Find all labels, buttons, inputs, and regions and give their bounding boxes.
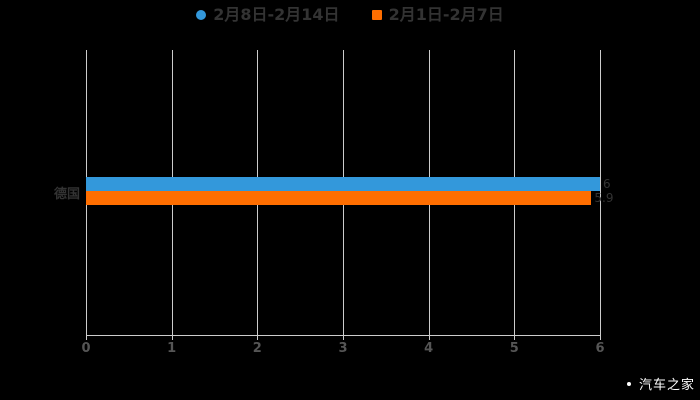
legend-square-icon	[371, 10, 382, 20]
x-tick-label-1: 1	[167, 341, 177, 356]
bar-value-label: 6	[603, 177, 611, 191]
x-tick-label-5: 5	[509, 341, 519, 356]
x-tick-label-2: 2	[252, 341, 262, 356]
bar-row-germany-feb1-7: 5.9	[86, 191, 614, 205]
legend-circle-icon	[196, 10, 207, 20]
x-axis-tick	[343, 335, 344, 340]
legend-item-week-feb1-7[interactable]: 2月1日-2月7日	[371, 5, 504, 25]
legend-label: 2月8日-2月14日	[213, 5, 340, 24]
x-axis-tick	[86, 335, 87, 340]
watermark: 汽车之家	[626, 374, 695, 393]
x-tick-label-6: 6	[595, 341, 605, 356]
x-tick-label-4: 4	[424, 341, 434, 356]
x-axis-tick	[600, 335, 601, 340]
x-axis-tick	[428, 335, 430, 340]
y-axis-category-label: 德国	[53, 187, 80, 202]
bar-germany-feb8-14[interactable]	[86, 177, 600, 191]
x-tick-label-0: 0	[81, 341, 91, 356]
watermark-text: 汽车之家	[638, 378, 695, 393]
gridline-6	[600, 50, 601, 335]
chart-legend: 2月8日-2月14日 2月1日-2月7日	[0, 5, 700, 25]
plot-area: 0 1 2 3 4 5 6 6 5.9	[81, 50, 614, 356]
legend-label: 2月1日-2月7日	[388, 5, 504, 24]
watermark-dot-icon	[626, 381, 631, 386]
x-axis-tick	[257, 335, 259, 340]
bar-germany-feb1-7[interactable]	[86, 191, 592, 205]
bar-row-germany-feb8-14: 6	[86, 177, 611, 191]
legend-item-week-feb8-14[interactable]: 2月8日-2月14日	[196, 5, 340, 25]
bar-value-label: 5.9	[594, 191, 614, 205]
x-axis-tick	[514, 335, 516, 340]
x-tick-label-3: 3	[338, 341, 348, 356]
x-axis-tick	[171, 335, 173, 340]
